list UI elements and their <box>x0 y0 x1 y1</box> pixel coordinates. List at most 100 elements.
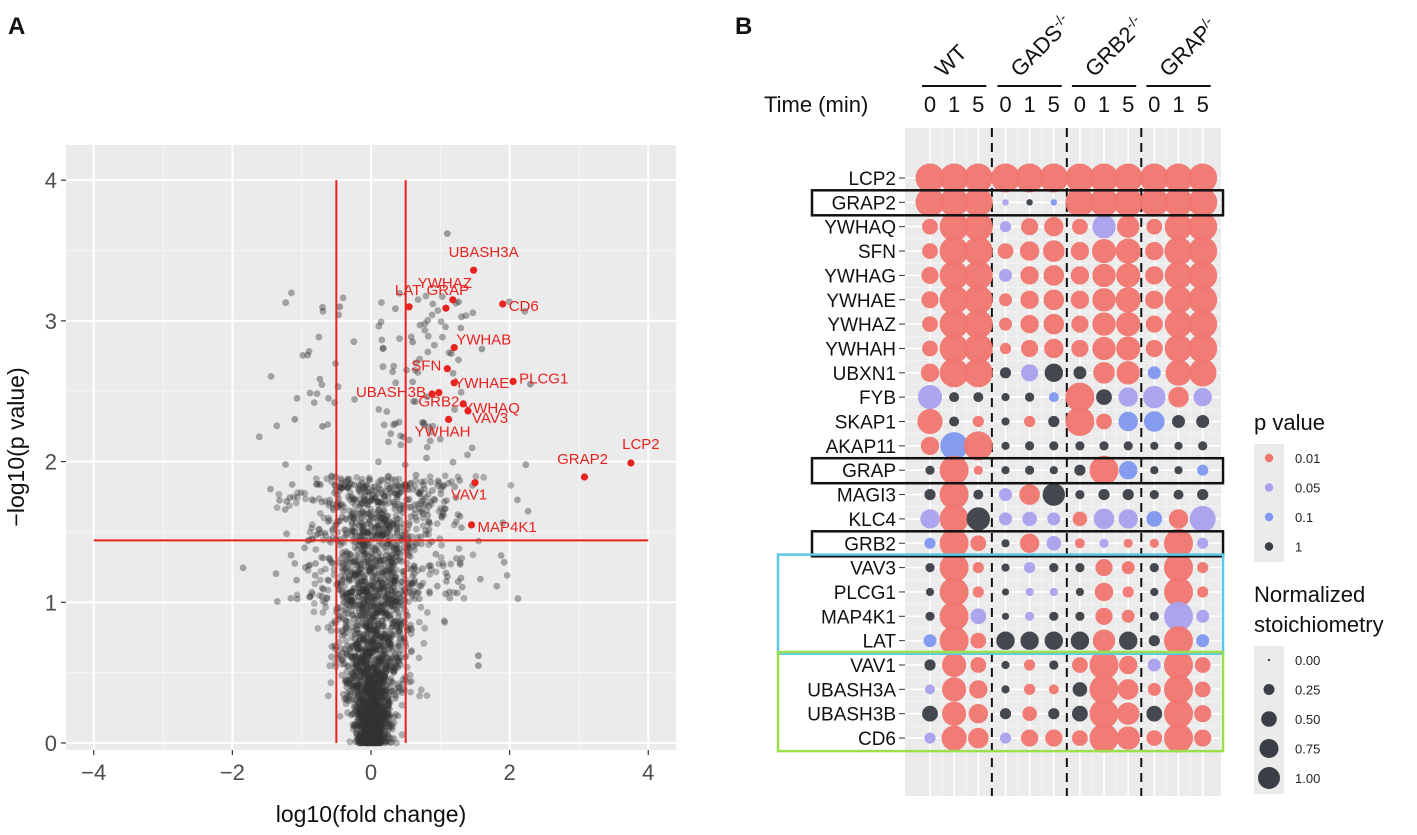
background-point <box>324 624 332 631</box>
background-point <box>375 661 383 669</box>
background-point <box>387 644 395 652</box>
background-point <box>367 627 375 634</box>
background-point <box>373 730 381 738</box>
background-point <box>358 702 366 710</box>
background-point <box>345 596 353 604</box>
dot-ubash3b-5 <box>1048 708 1060 720</box>
background-point <box>370 602 377 609</box>
background-point <box>363 732 371 740</box>
background-point <box>375 478 382 486</box>
background-point <box>388 569 396 577</box>
dot-akap11-6 <box>1075 441 1085 451</box>
background-point <box>310 399 318 406</box>
background-point <box>397 555 404 562</box>
background-point <box>437 318 445 325</box>
background-point <box>360 718 368 726</box>
background-point <box>366 608 374 616</box>
background-point <box>394 657 402 664</box>
dot-ywhae-9 <box>1145 290 1164 309</box>
background-point <box>363 734 371 742</box>
background-point <box>306 561 314 569</box>
background-point <box>373 731 381 739</box>
background-point <box>379 363 387 371</box>
background-point <box>380 525 388 533</box>
background-point <box>365 737 372 744</box>
dot-ubash3a-4 <box>1024 683 1036 696</box>
background-point <box>359 591 367 599</box>
background-point <box>372 704 379 711</box>
background-point <box>328 620 336 628</box>
background-point <box>391 577 399 585</box>
background-point <box>370 729 378 736</box>
background-point <box>337 484 345 492</box>
background-point <box>362 549 370 557</box>
background-point <box>360 543 368 550</box>
background-point <box>376 588 384 596</box>
background-point <box>365 710 373 718</box>
background-point <box>390 594 398 602</box>
background-point <box>348 532 355 539</box>
highlighted-point-ubash3a <box>470 266 478 274</box>
background-point <box>366 688 374 696</box>
dot-ywhae-5 <box>1043 289 1065 311</box>
background-point <box>391 666 399 674</box>
background-point <box>367 566 375 574</box>
background-point <box>440 482 448 489</box>
dot-fyb-5 <box>1048 392 1059 403</box>
background-point <box>369 724 377 732</box>
background-point <box>407 688 414 696</box>
background-point <box>368 487 375 494</box>
background-point <box>368 739 376 747</box>
dot-plcg1-11 <box>1197 586 1209 598</box>
dot-ubash3a-5 <box>1048 684 1059 695</box>
background-point <box>370 709 377 717</box>
background-point <box>347 551 354 559</box>
background-point <box>368 543 376 551</box>
background-point <box>326 662 334 670</box>
background-point <box>396 624 403 632</box>
background-point <box>379 668 386 676</box>
background-point <box>367 696 375 704</box>
background-point <box>362 673 370 681</box>
gene-label-cd6: CD6 <box>858 729 896 750</box>
background-point <box>359 667 366 674</box>
background-point <box>365 723 373 730</box>
background-point <box>357 700 364 708</box>
background-point <box>378 721 386 729</box>
background-point <box>367 516 374 524</box>
background-point <box>346 690 354 698</box>
timepoint-label: 0 <box>999 92 1011 117</box>
background-point <box>366 674 374 682</box>
background-point <box>380 529 387 536</box>
background-point <box>360 541 368 549</box>
dot-vav1-4 <box>1024 659 1036 671</box>
background-point <box>372 697 379 705</box>
background-point <box>371 739 379 747</box>
background-point <box>371 712 379 720</box>
background-point <box>397 621 404 629</box>
background-point <box>361 674 368 682</box>
background-point <box>372 624 380 632</box>
background-point <box>377 727 384 735</box>
background-point <box>370 738 377 746</box>
background-point <box>407 648 415 656</box>
background-point <box>395 642 403 650</box>
background-point <box>343 564 351 572</box>
background-point <box>374 679 382 687</box>
background-point <box>373 739 381 747</box>
dot-skap1-2 <box>972 415 984 428</box>
background-point <box>317 481 324 489</box>
background-point <box>384 526 391 534</box>
background-point <box>364 540 372 547</box>
background-point <box>365 667 372 675</box>
dot-ubash3b-8 <box>1117 702 1140 725</box>
dot-ywhag-7 <box>1092 263 1116 288</box>
background-point <box>359 655 367 663</box>
dot-grap2-5 <box>1050 199 1058 206</box>
background-point <box>353 726 361 734</box>
background-point <box>429 300 437 308</box>
background-point <box>385 698 393 706</box>
dot-ywhaz-6 <box>1071 315 1089 333</box>
background-point <box>388 641 395 649</box>
background-point <box>364 739 371 747</box>
